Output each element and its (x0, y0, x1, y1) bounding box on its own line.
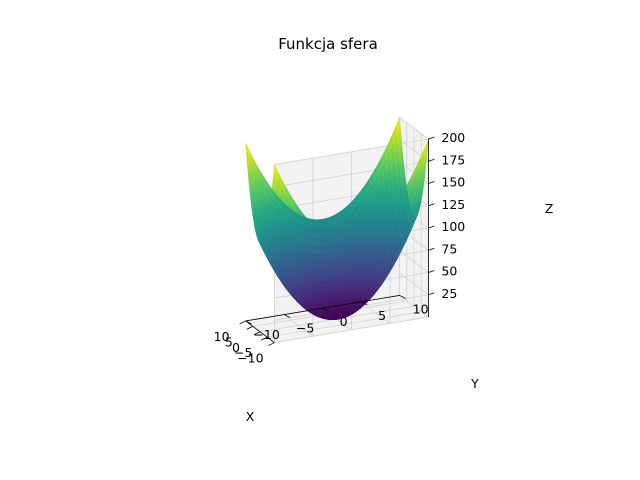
z-axis-label: Z (545, 201, 554, 216)
z-tick-mark (428, 292, 435, 296)
x-tick-label: 5 (225, 334, 233, 349)
x-tick-label: 0 (232, 340, 240, 355)
z-tick-label: 175 (441, 152, 465, 167)
y-tick-mark (245, 320, 252, 325)
y-tick-label: −10 (253, 327, 279, 342)
y-tick-mark (360, 301, 368, 306)
z-tick-label: 125 (441, 197, 465, 212)
z-tick-mark (428, 181, 435, 184)
y-tick-label: 10 (413, 301, 429, 316)
z-tick-label: 25 (441, 286, 457, 301)
z-tick-mark (428, 158, 435, 162)
chart-title: Funkcja sfera (278, 35, 378, 53)
x-tick-label: 10 (214, 329, 230, 344)
z-tick-label: 100 (441, 219, 465, 234)
z-tick-mark (428, 270, 435, 273)
x-tick-label: −5 (234, 345, 252, 360)
z-tick-mark (428, 247, 435, 251)
y-tick-mark (283, 314, 291, 318)
z-tick-mark (428, 225, 435, 229)
z-tick-label: 75 (441, 241, 457, 256)
z-tick-label: 200 (441, 130, 465, 145)
x-tick-mark (239, 320, 246, 325)
z-tick-mark (428, 136, 435, 140)
y-tick-label: −5 (296, 321, 314, 336)
surface-patch (283, 202, 289, 217)
x-tick-mark (268, 342, 275, 346)
y-axis-label: Y (470, 376, 479, 391)
x-tick-mark (261, 336, 268, 341)
y-tick-label: 0 (340, 314, 348, 329)
y-tick-label: 5 (378, 308, 386, 323)
y-axis-ticks: −10 −5 0 5 10 (245, 295, 429, 342)
x-tick-mark (253, 331, 261, 336)
z-tick-mark (428, 203, 435, 207)
x-tick-label: −10 (237, 351, 263, 366)
z-tick-label: 150 (441, 175, 465, 190)
surface-plot (245, 117, 429, 320)
y-tick-mark (322, 307, 329, 312)
x-axis-label: X (246, 409, 255, 424)
y-tick-mark (399, 295, 406, 299)
grid-line-y (283, 158, 314, 337)
z-tick-label: 50 (441, 264, 457, 279)
x-tick-mark (246, 325, 253, 330)
z-axis-ticks: 25 50 75 100 125 150 175 200 (428, 130, 465, 301)
